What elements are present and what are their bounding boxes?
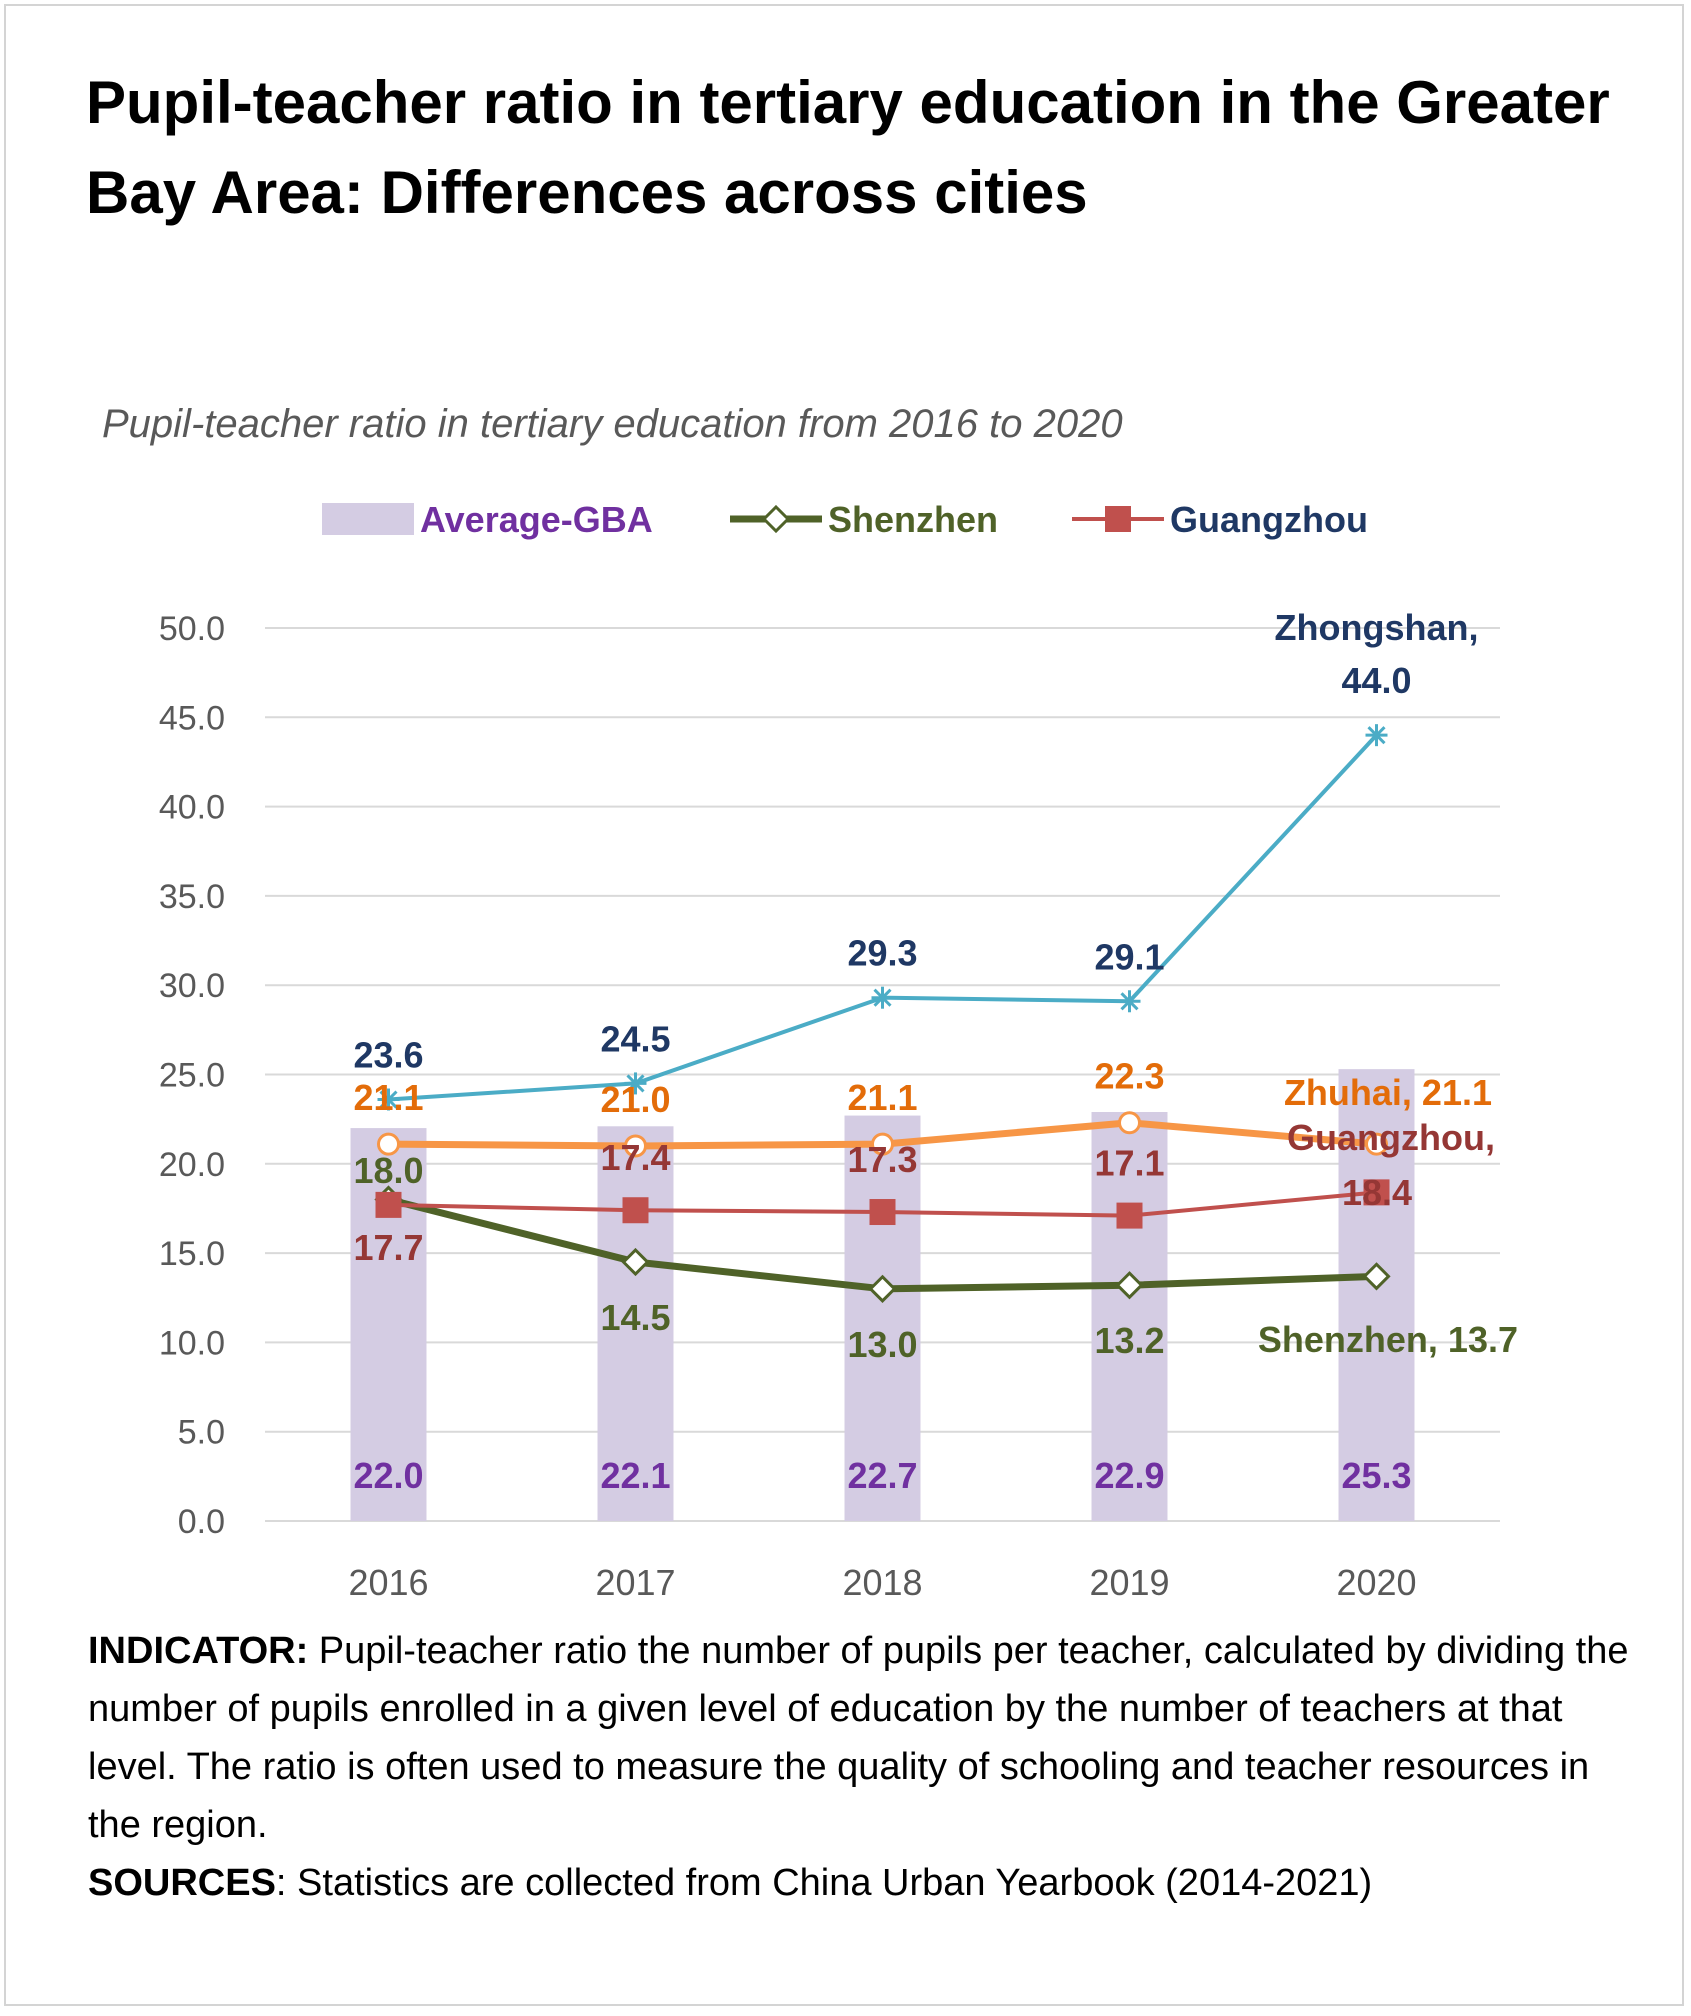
bar-data-label: 22.0 (353, 1455, 423, 1496)
x-tick-label: 2019 (1089, 1562, 1169, 1603)
bar-data-label: 22.1 (600, 1455, 670, 1496)
data-label-zhongshan: 29.1 (1094, 936, 1164, 977)
y-tick-label: 0.0 (178, 1503, 225, 1541)
series-line-zhongshan (388, 733, 1378, 1102)
data-label-zhongshan: 44.0 (1341, 660, 1411, 701)
data-label-shenzhen: 18.0 (353, 1150, 423, 1191)
data-label-zhongshan: 24.5 (600, 1018, 670, 1059)
point-shenzhen (621, 1247, 650, 1277)
data-label-zhuhai: 21.0 (600, 1079, 670, 1120)
data-label-shenzhen: 13.0 (847, 1324, 917, 1365)
data-label-shenzhen: 13.2 (1094, 1320, 1164, 1361)
point-zhuhai (1365, 1132, 1388, 1156)
y-tick-label: 20.0 (159, 1146, 225, 1184)
data-label-zhuhai: Zhuhai, 21.1 (1284, 1072, 1492, 1113)
point-guangzhou (1116, 1202, 1143, 1229)
bar-average-gba (844, 1115, 921, 1521)
y-tick-label: 5.0 (178, 1414, 225, 1452)
page-title: Pupil-teacher ratio in tertiary educatio… (86, 69, 1610, 226)
end-label-guangzhou: Guangzhou, (1287, 1117, 1495, 1158)
data-label-guangzhou: 17.1 (1094, 1143, 1164, 1184)
y-tick-label: 45.0 (159, 699, 225, 737)
data-label-zhuhai: 22.3 (1094, 1056, 1164, 1097)
point-shenzhen (868, 1274, 897, 1303)
y-tick-label: 25.0 (159, 1057, 225, 1095)
bar-data-label: 22.9 (1094, 1455, 1164, 1496)
point-zhongshan (871, 986, 894, 1009)
indicator-text: Pupil-teacher ratio the number of pupils… (88, 1630, 1629, 1846)
point-zhongshan (1365, 724, 1388, 747)
data-label-guangzhou: 17.7 (353, 1227, 423, 1268)
legend-label-guangzhou: Guangzhou (1170, 499, 1368, 540)
point-zhongshan (377, 1088, 400, 1111)
chart-frame (4, 4, 1684, 2006)
sources-text: : Statistics are collected from China Ur… (275, 1862, 1373, 1904)
data-label-zhuhai: 21.1 (353, 1077, 423, 1118)
data-label-guangzhou: 17.4 (600, 1137, 670, 1178)
point-zhuhai (1118, 1111, 1141, 1135)
bar-data-label: 25.3 (1341, 1455, 1411, 1496)
legend-marker-guangzhou (1105, 506, 1131, 532)
y-tick-label: 15.0 (159, 1235, 225, 1273)
legend-marker-shenzhen (761, 504, 791, 534)
point-zhongshan (1118, 990, 1141, 1013)
data-label-shenzhen: 14.5 (600, 1297, 670, 1338)
y-tick-label: 40.0 (159, 789, 225, 827)
y-tick-label: 35.0 (159, 878, 225, 916)
point-guangzhou (1363, 1179, 1390, 1206)
data-label-zhuhai: 21.1 (847, 1077, 917, 1118)
indicator-label: INDICATOR: (88, 1630, 309, 1672)
chart-subtitle: Pupil-teacher ratio in tertiary educatio… (102, 402, 1123, 446)
x-tick-label: 2016 (348, 1562, 428, 1603)
data-label-zhongshan: 23.6 (353, 1035, 423, 1076)
y-tick-label: 50.0 (159, 610, 225, 648)
legend-swatch-average-gba (322, 503, 414, 535)
point-guangzhou (869, 1199, 896, 1226)
legend-label-average-gba: Average-GBA (420, 499, 653, 540)
chart-svg: 0.0 5.0 10.0 15.0 20.0 25.0 30.0 35.0 40.0 45.0 50… (159, 499, 1518, 1603)
point-guangzhou (622, 1197, 649, 1224)
x-tick-label: 2017 (595, 1562, 675, 1603)
sources-label: SOURCES (88, 1862, 276, 1904)
point-guangzhou (375, 1191, 402, 1218)
data-label-shenzhen: Shenzhen, 13.7 (1258, 1319, 1518, 1360)
bar-average-gba (1091, 1112, 1168, 1521)
bar-average-gba (597, 1126, 674, 1521)
chart-notes: INDICATOR: Pupil-teacher ratio the numbe… (88, 1622, 1648, 1912)
end-label-zhongshan: Zhongshan, (1275, 607, 1479, 648)
x-tick-label: 2018 (842, 1562, 922, 1603)
data-label-guangzhou: 18.4 (1342, 1172, 1412, 1213)
legend-label-shenzhen: Shenzhen (828, 499, 998, 540)
point-zhuhai (871, 1132, 894, 1156)
bar-data-label: 22.7 (847, 1455, 917, 1496)
y-tick-label: 30.0 (159, 967, 225, 1005)
point-shenzhen (1362, 1262, 1391, 1291)
x-tick-label: 2020 (1336, 1562, 1416, 1603)
point-zhuhai (377, 1132, 400, 1156)
point-zhuhai (624, 1134, 647, 1158)
point-zhongshan (624, 1072, 647, 1095)
data-label-guangzhou: 17.3 (847, 1139, 917, 1180)
data-label-zhongshan: 29.3 (847, 933, 917, 974)
point-shenzhen (1115, 1271, 1144, 1300)
y-tick-label: 10.0 (159, 1324, 225, 1362)
